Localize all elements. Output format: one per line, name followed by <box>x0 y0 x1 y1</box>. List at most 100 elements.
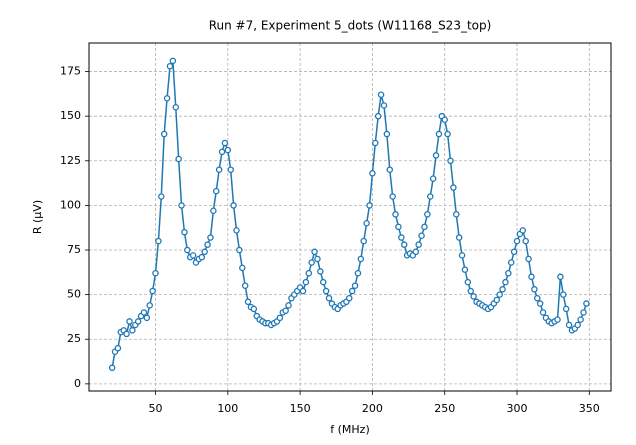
data-point <box>149 287 156 295</box>
data-point <box>282 307 289 314</box>
data-point <box>317 268 324 275</box>
plot-frame <box>88 42 612 392</box>
data-point <box>421 223 428 231</box>
data-point <box>580 309 587 316</box>
data-point <box>134 318 142 325</box>
data-point <box>236 246 243 254</box>
y-tick-label: 75 <box>67 243 81 256</box>
data-point <box>377 91 385 99</box>
data-point <box>207 234 214 241</box>
data-point <box>398 234 405 241</box>
data-point <box>184 246 191 254</box>
x-tick-label: 350 <box>579 402 600 415</box>
data-point <box>528 273 535 281</box>
data-point <box>143 314 151 322</box>
data-point <box>415 241 422 248</box>
data-point <box>319 278 327 286</box>
data-point <box>374 112 382 120</box>
data-point <box>285 302 292 309</box>
data-point <box>239 264 246 272</box>
data-point <box>395 223 402 231</box>
data-point <box>496 291 503 298</box>
data-point <box>499 286 506 293</box>
data-point <box>412 248 420 256</box>
data-point <box>453 211 460 218</box>
data-point <box>577 316 584 323</box>
data-point <box>178 202 185 209</box>
data-point <box>531 286 538 293</box>
data-point <box>212 187 220 195</box>
data-point <box>450 184 457 191</box>
data-point <box>201 248 208 256</box>
data-point <box>146 302 153 309</box>
data-line <box>111 58 588 368</box>
data-point <box>429 175 437 182</box>
y-axis-label: R (µV) <box>31 200 44 234</box>
data-point <box>536 300 544 307</box>
x-axis-label: f (MHz) <box>330 423 370 436</box>
data-point <box>562 305 570 313</box>
data-point <box>351 282 359 289</box>
data-point <box>155 237 162 245</box>
data-point <box>510 248 518 256</box>
data-point <box>175 155 182 163</box>
y-tick-label: 25 <box>67 332 81 345</box>
data-point <box>369 170 376 177</box>
data-point <box>163 95 171 102</box>
data-point <box>513 237 521 245</box>
data-point <box>276 314 284 322</box>
data-point <box>493 296 501 304</box>
data-point <box>565 321 573 329</box>
data-point <box>322 287 330 295</box>
data-point <box>464 278 472 286</box>
data-point <box>386 166 394 173</box>
data-point <box>244 298 252 306</box>
x-tick-label: 200 <box>362 402 383 415</box>
data-point <box>126 318 133 325</box>
data-point <box>181 228 188 236</box>
data-point <box>114 344 122 352</box>
data-point <box>241 282 249 289</box>
data-point <box>372 139 379 147</box>
data-point <box>383 130 391 138</box>
data-point <box>204 241 211 248</box>
data-point <box>166 62 174 70</box>
data-point <box>221 139 229 147</box>
data-point <box>363 219 370 227</box>
data-point <box>502 278 509 286</box>
data-point <box>539 309 547 316</box>
data-point <box>198 253 206 261</box>
data-point <box>224 146 232 154</box>
y-tick-label: 0 <box>74 377 81 390</box>
data-point <box>507 259 515 266</box>
data-point <box>432 152 440 159</box>
data-point <box>461 266 469 273</box>
data-point <box>447 157 454 165</box>
data-point <box>299 287 307 295</box>
data-point <box>427 193 434 200</box>
data-point <box>308 259 315 266</box>
data-point <box>152 269 159 277</box>
data-point <box>424 211 431 218</box>
data-point <box>458 252 466 259</box>
data-point <box>366 202 373 209</box>
data-point <box>108 364 116 372</box>
x-tick-label: 150 <box>290 402 311 415</box>
y-tick-label: 50 <box>67 288 81 301</box>
data-point <box>418 232 425 239</box>
data-point <box>123 330 130 338</box>
data-point <box>560 291 567 298</box>
data-point <box>311 248 318 256</box>
data-point <box>227 166 234 173</box>
data-point <box>189 252 197 259</box>
data-point <box>389 193 396 200</box>
data-point <box>346 294 353 302</box>
data-point <box>218 148 226 156</box>
data-point <box>534 294 541 302</box>
data-point <box>441 116 448 123</box>
data-point <box>158 193 165 200</box>
x-tick-label: 100 <box>217 402 238 415</box>
data-point <box>444 130 451 138</box>
data-point <box>348 287 356 295</box>
